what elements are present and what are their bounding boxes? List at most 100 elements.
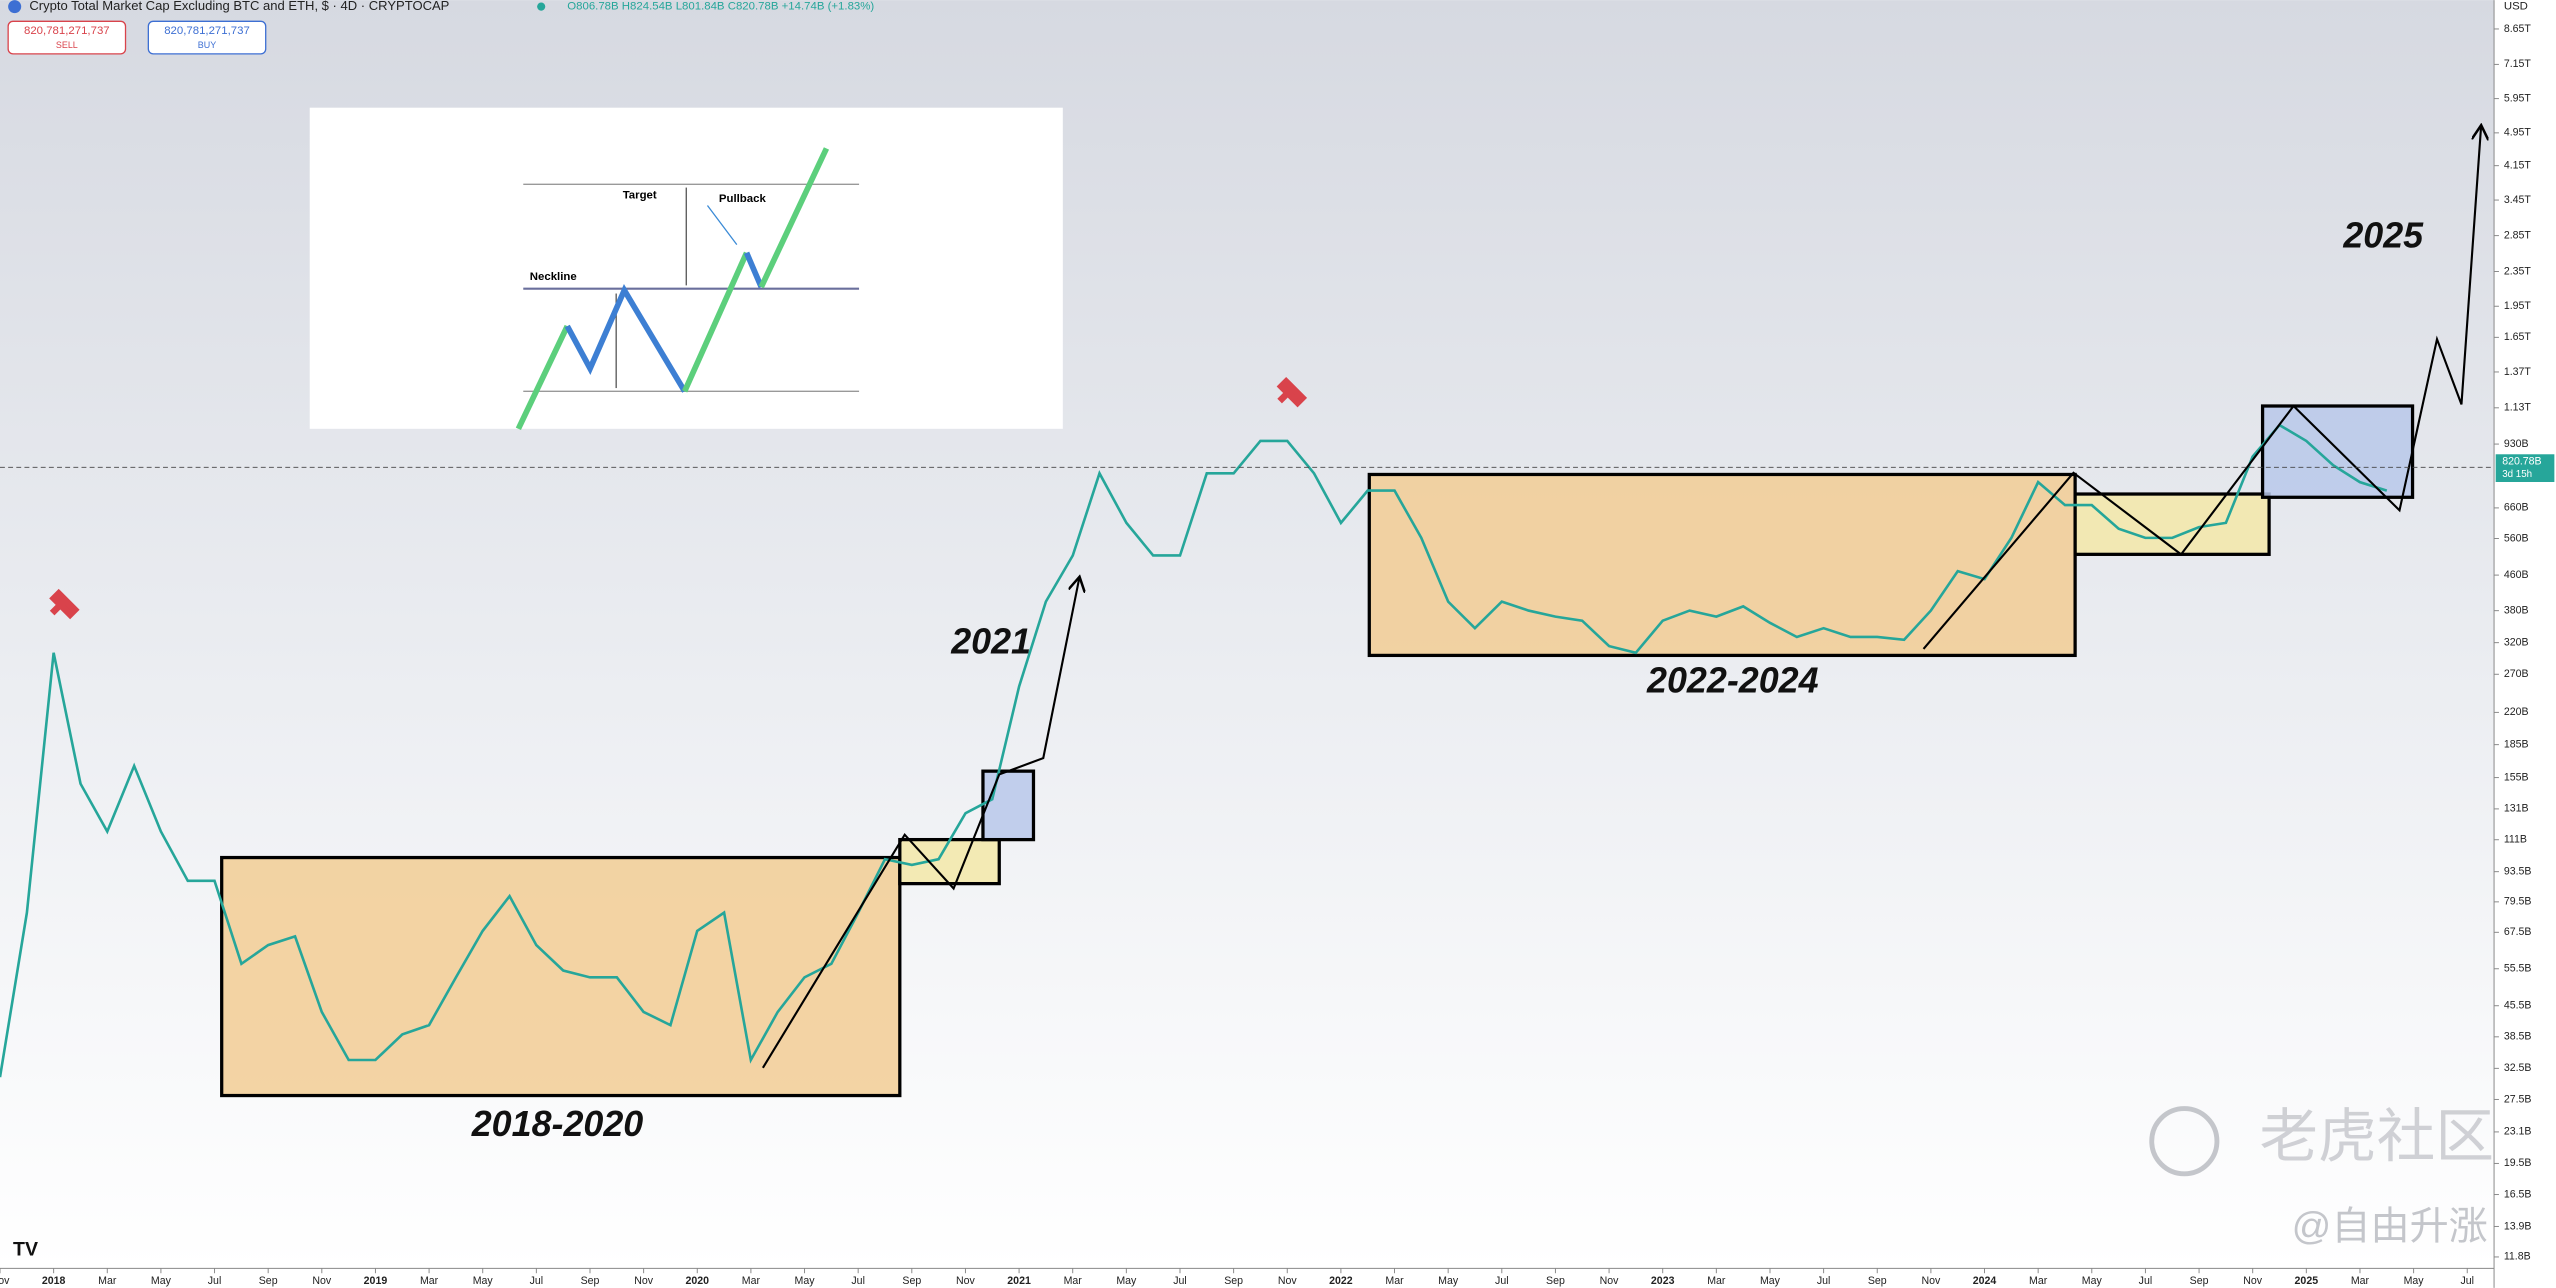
x-tick-label: Sep xyxy=(902,1275,921,1287)
y-tick-label: 1.37T xyxy=(2504,366,2532,378)
x-tick-label: 2021 xyxy=(1007,1275,1031,1287)
x-tick-label: May xyxy=(1760,1275,1781,1287)
watermark: @自由升涨 xyxy=(2292,1206,2488,1249)
watermark: 老虎社区 xyxy=(2259,1105,2494,1170)
x-tick-label: 2024 xyxy=(1973,1275,1997,1287)
x-tick-label: Mar xyxy=(98,1275,117,1287)
projection xyxy=(1922,127,2481,650)
y-tick-label: 2.85T xyxy=(2504,229,2532,241)
tv-logo: TV xyxy=(13,1239,38,1261)
x-tick-label: Jul xyxy=(851,1275,865,1287)
x-tick-label: 2022 xyxy=(1329,1275,1353,1287)
time-axis xyxy=(0,1268,2495,1288)
projection xyxy=(761,579,1079,1069)
x-tick-label: Jul xyxy=(208,1275,222,1287)
x-tick-label: May xyxy=(2082,1275,2103,1287)
buy-label: BUY xyxy=(198,40,216,50)
x-tick-label: 2019 xyxy=(364,1275,388,1287)
x-tick-label: Nov xyxy=(2243,1275,2263,1287)
zones xyxy=(220,404,2415,1098)
y-tick-label: 7.15T xyxy=(2504,58,2532,70)
countdown: 3d 15h xyxy=(2502,469,2532,480)
x-tick-label: Mar xyxy=(742,1275,761,1287)
x-tick-label: Nov xyxy=(1600,1275,1620,1287)
x-tick-label: 2018 xyxy=(42,1275,66,1287)
inset-path xyxy=(515,324,570,431)
x-tick-label: Sep xyxy=(1868,1275,1887,1287)
inset-label: Target xyxy=(623,190,657,202)
y-tick-label: 45.5B xyxy=(2504,1000,2532,1012)
last-price-label: 820.78B xyxy=(2502,455,2541,467)
y-tick-label: 2.35T xyxy=(2504,265,2532,277)
range-box xyxy=(2260,404,2415,499)
y-tick-label: 13.9B xyxy=(2504,1220,2532,1232)
x-tick-label: 2020 xyxy=(685,1275,709,1287)
y-tick-label: 111B xyxy=(2504,834,2527,846)
top-markers xyxy=(49,376,1308,620)
inset-label: Pullback xyxy=(719,193,767,205)
y-tick-label: 380B xyxy=(2504,604,2529,616)
y-tick-label: 79.5B xyxy=(2504,896,2532,908)
y-tick-label: 155B xyxy=(2504,771,2529,783)
inset-path xyxy=(743,251,764,289)
x-tick-label: Sep xyxy=(1546,1275,1565,1287)
buy-button[interactable] xyxy=(147,20,267,55)
y-tick-label: 11.8B xyxy=(2504,1251,2531,1263)
chart-title: Crypto Total Market Cap Excluding BTC an… xyxy=(29,0,449,13)
range-box xyxy=(981,769,1036,842)
y-tick-label: 131B xyxy=(2504,803,2529,815)
x-tick-label: Sep xyxy=(581,1275,600,1287)
sell-button[interactable] xyxy=(7,20,127,55)
x-tick-label: Jul xyxy=(1173,1275,1187,1287)
x-tick-label: Nov xyxy=(1921,1275,1941,1287)
y-tick-label: 1.13T xyxy=(2504,402,2532,414)
inset: Target Pullback Neckline xyxy=(309,107,1063,431)
x-tick-label: Jul xyxy=(2460,1275,2474,1287)
x-tick-label: Jul xyxy=(1495,1275,1509,1287)
sell-price: 820,781,271,737 xyxy=(24,25,110,37)
range-box xyxy=(2073,492,2271,556)
x-tick-label: Nov xyxy=(312,1275,332,1287)
zone-label: 2021 xyxy=(950,621,1031,661)
x-tick-label: Mar xyxy=(2029,1275,2048,1287)
inset-path xyxy=(682,251,750,393)
x-tick-label: Mar xyxy=(1385,1275,1404,1287)
currency: USD xyxy=(2504,1,2528,13)
x-tick-label: May xyxy=(473,1275,494,1287)
x-tick-label: Nov xyxy=(1278,1275,1298,1287)
buy-price: 820,781,271,737 xyxy=(164,25,250,37)
inset-label: Neckline xyxy=(530,271,577,283)
y-tick-label: 32.5B xyxy=(2504,1062,2532,1074)
status-dot xyxy=(537,2,546,11)
y-tick-label: 23.1B xyxy=(2504,1126,2532,1138)
price-axis xyxy=(2494,0,2556,1288)
last-price-tag xyxy=(2495,454,2555,482)
y-tick-label: 8.65T xyxy=(2504,23,2532,35)
zone-label: 2018-2020 xyxy=(471,1104,644,1144)
x-tick-label: May xyxy=(795,1275,816,1287)
y-tick-label: 38.5B xyxy=(2504,1031,2532,1043)
y-tick-label: 19.5B xyxy=(2504,1157,2532,1169)
x-tick-label: Nov xyxy=(0,1275,10,1287)
x-tick-label: Mar xyxy=(1707,1275,1726,1287)
y-tick-label: 93.5B xyxy=(2504,865,2532,877)
x-tick-label: Nov xyxy=(634,1275,654,1287)
marker-icon xyxy=(49,588,80,620)
x-tick-label: Jul xyxy=(2139,1275,2153,1287)
x-tick-label: Mar xyxy=(2351,1275,2370,1287)
x-tick-label: May xyxy=(151,1275,172,1287)
x-tick-label: Mar xyxy=(1064,1275,1083,1287)
zone-label: 2025 xyxy=(2342,216,2424,256)
y-tick-label: 5.95T xyxy=(2504,92,2532,104)
range-box xyxy=(220,855,902,1098)
x-tick-label: Sep xyxy=(259,1275,278,1287)
x-tick-label: Sep xyxy=(2190,1275,2209,1287)
x-tick-label: Jul xyxy=(1817,1275,1831,1287)
y-tick-label: 67.5B xyxy=(2504,926,2532,938)
y-tick-label: 660B xyxy=(2504,502,2529,514)
inset-arrow xyxy=(706,205,738,246)
range-box xyxy=(1367,472,2077,658)
x-tick-label: May xyxy=(1438,1275,1459,1287)
x-tick-label: Jul xyxy=(530,1275,544,1287)
